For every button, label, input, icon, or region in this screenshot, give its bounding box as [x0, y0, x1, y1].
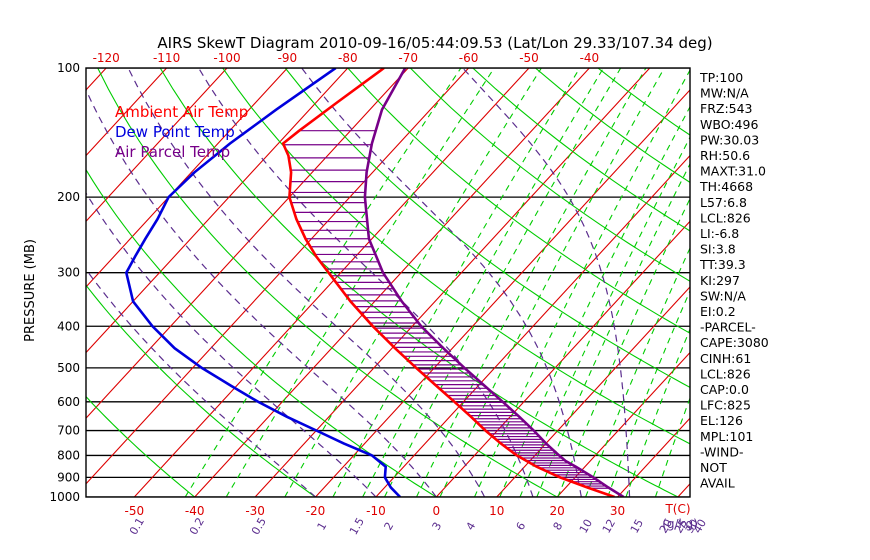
sidebar-param-9: L57:6.8 — [700, 195, 747, 210]
mixing-ratio-tick-label: 10 — [577, 517, 595, 536]
bottom-temp-tick-label: -40 — [185, 504, 205, 518]
mixing-ratio-tick-label: 40 — [691, 517, 709, 536]
pressure-tick-label: 600 — [57, 395, 80, 409]
bottom-temp-tick-label: 20 — [549, 504, 564, 518]
top-temp-tick-label: -90 — [278, 51, 298, 65]
sidebar-param-4: WBO:496 — [700, 117, 758, 132]
sidebar-param-8: TH:4668 — [699, 179, 753, 194]
mixing-ratio-tick-label: 12 — [600, 517, 618, 536]
sidebar-param-27: AVAIL — [700, 476, 735, 491]
mixing-ratio-tick-label: 25 — [672, 517, 690, 536]
sidebar-param-6: RH:50.6 — [700, 148, 750, 163]
bottom-temp-tick-label: -20 — [306, 504, 326, 518]
sidebar-param-7: MAXT:31.0 — [700, 164, 766, 179]
top-temp-tick-label: -100 — [213, 51, 240, 65]
sidebar-param-5: PW:30.03 — [700, 132, 759, 147]
pressure-axis-label: PRESSURE (MB) — [23, 239, 38, 342]
top-temp-tick-label: -80 — [338, 51, 358, 65]
sidebar-param-23: EL:126 — [700, 413, 743, 428]
pressure-tick-label: 1000 — [49, 490, 80, 504]
pressure-tick-label: 100 — [57, 61, 80, 75]
sidebar-param-14: KI:297 — [700, 273, 740, 288]
parameter-sidebar: TP:100MW:N/AFRZ:543WBO:496PW:30.03RH:50.… — [699, 70, 769, 491]
sidebar-param-22: LFC:825 — [700, 398, 751, 413]
top-temp-tick-label: -60 — [459, 51, 479, 65]
sidebar-param-24: MPL:101 — [700, 429, 753, 444]
bottom-temp-tick-label: -30 — [245, 504, 265, 518]
sidebar-param-20: LCL:826 — [700, 366, 751, 381]
mixing-ratio-tick-label: 20 — [657, 517, 675, 536]
sidebar-param-17: -PARCEL- — [700, 320, 756, 335]
sidebar-param-11: LI:-6.8 — [700, 226, 739, 241]
sidebar-param-21: CAP:0.0 — [700, 382, 749, 397]
legend: Ambient Air Temp Dew Point Temp Air Parcel… — [115, 103, 248, 161]
top-temp-tick-label: -120 — [93, 51, 120, 65]
temp-unit-label: T(C) — [664, 502, 690, 516]
top-temp-tick-label: -50 — [519, 51, 539, 65]
sidebar-param-15: SW:N/A — [700, 288, 746, 303]
page-title: AIRS SkewT Diagram 2010-09-16/05:44:09.5… — [157, 34, 712, 52]
pressure-tick-label: 700 — [57, 424, 80, 438]
top-temp-tick-label: -110 — [153, 51, 180, 65]
top-temp-tick-label: -40 — [580, 51, 600, 65]
bottom-temp-tick-label: -50 — [125, 504, 145, 518]
bottom-temp-tick-label: 0 — [432, 504, 440, 518]
sidebar-param-18: CAPE:3080 — [700, 335, 769, 350]
sidebar-param-26: NOT — [700, 460, 727, 475]
sidebar-param-2: MW:N/A — [700, 86, 749, 101]
sidebar-param-16: EI:0.2 — [700, 304, 736, 319]
pressure-tick-label: 900 — [57, 470, 80, 484]
legend-item-1: Ambient Air Temp — [115, 103, 248, 121]
legend-item-2: Dew Point Temp — [115, 123, 235, 141]
bottom-temp-tick-label: -10 — [366, 504, 386, 518]
pressure-tick-label: 800 — [57, 448, 80, 462]
sidebar-param-25: -WIND- — [700, 444, 744, 459]
pressure-tick-label: 200 — [57, 190, 80, 204]
mixing-ratio-unit-label: (g/kg) — [662, 517, 698, 531]
sidebar-param-1: TP:100 — [699, 70, 743, 85]
sidebar-param-19: CINH:61 — [700, 351, 751, 366]
sidebar-param-12: SI:3.8 — [700, 242, 736, 257]
plot-frame — [85, 67, 691, 498]
data-curves — [124, 68, 625, 497]
bottom-temp-tick-label: 30 — [610, 504, 625, 518]
mixing-ratio-tick-label: 30 — [683, 517, 701, 536]
sidebar-param-13: TT:39.3 — [699, 257, 746, 272]
sidebar-param-3: FRZ:543 — [700, 101, 753, 116]
pressure-tick-label: 500 — [57, 361, 80, 375]
pressure-tick-label: 300 — [57, 266, 80, 280]
mixing-ratio-tick-label: 15 — [628, 517, 646, 536]
bottom-temp-tick-label: 10 — [489, 504, 504, 518]
legend-item-3: Air Parcel Temp — [115, 143, 230, 161]
top-temp-tick-label: -70 — [398, 51, 418, 65]
sidebar-param-10: LCL:826 — [700, 210, 751, 225]
pressure-tick-label: 400 — [57, 319, 80, 333]
